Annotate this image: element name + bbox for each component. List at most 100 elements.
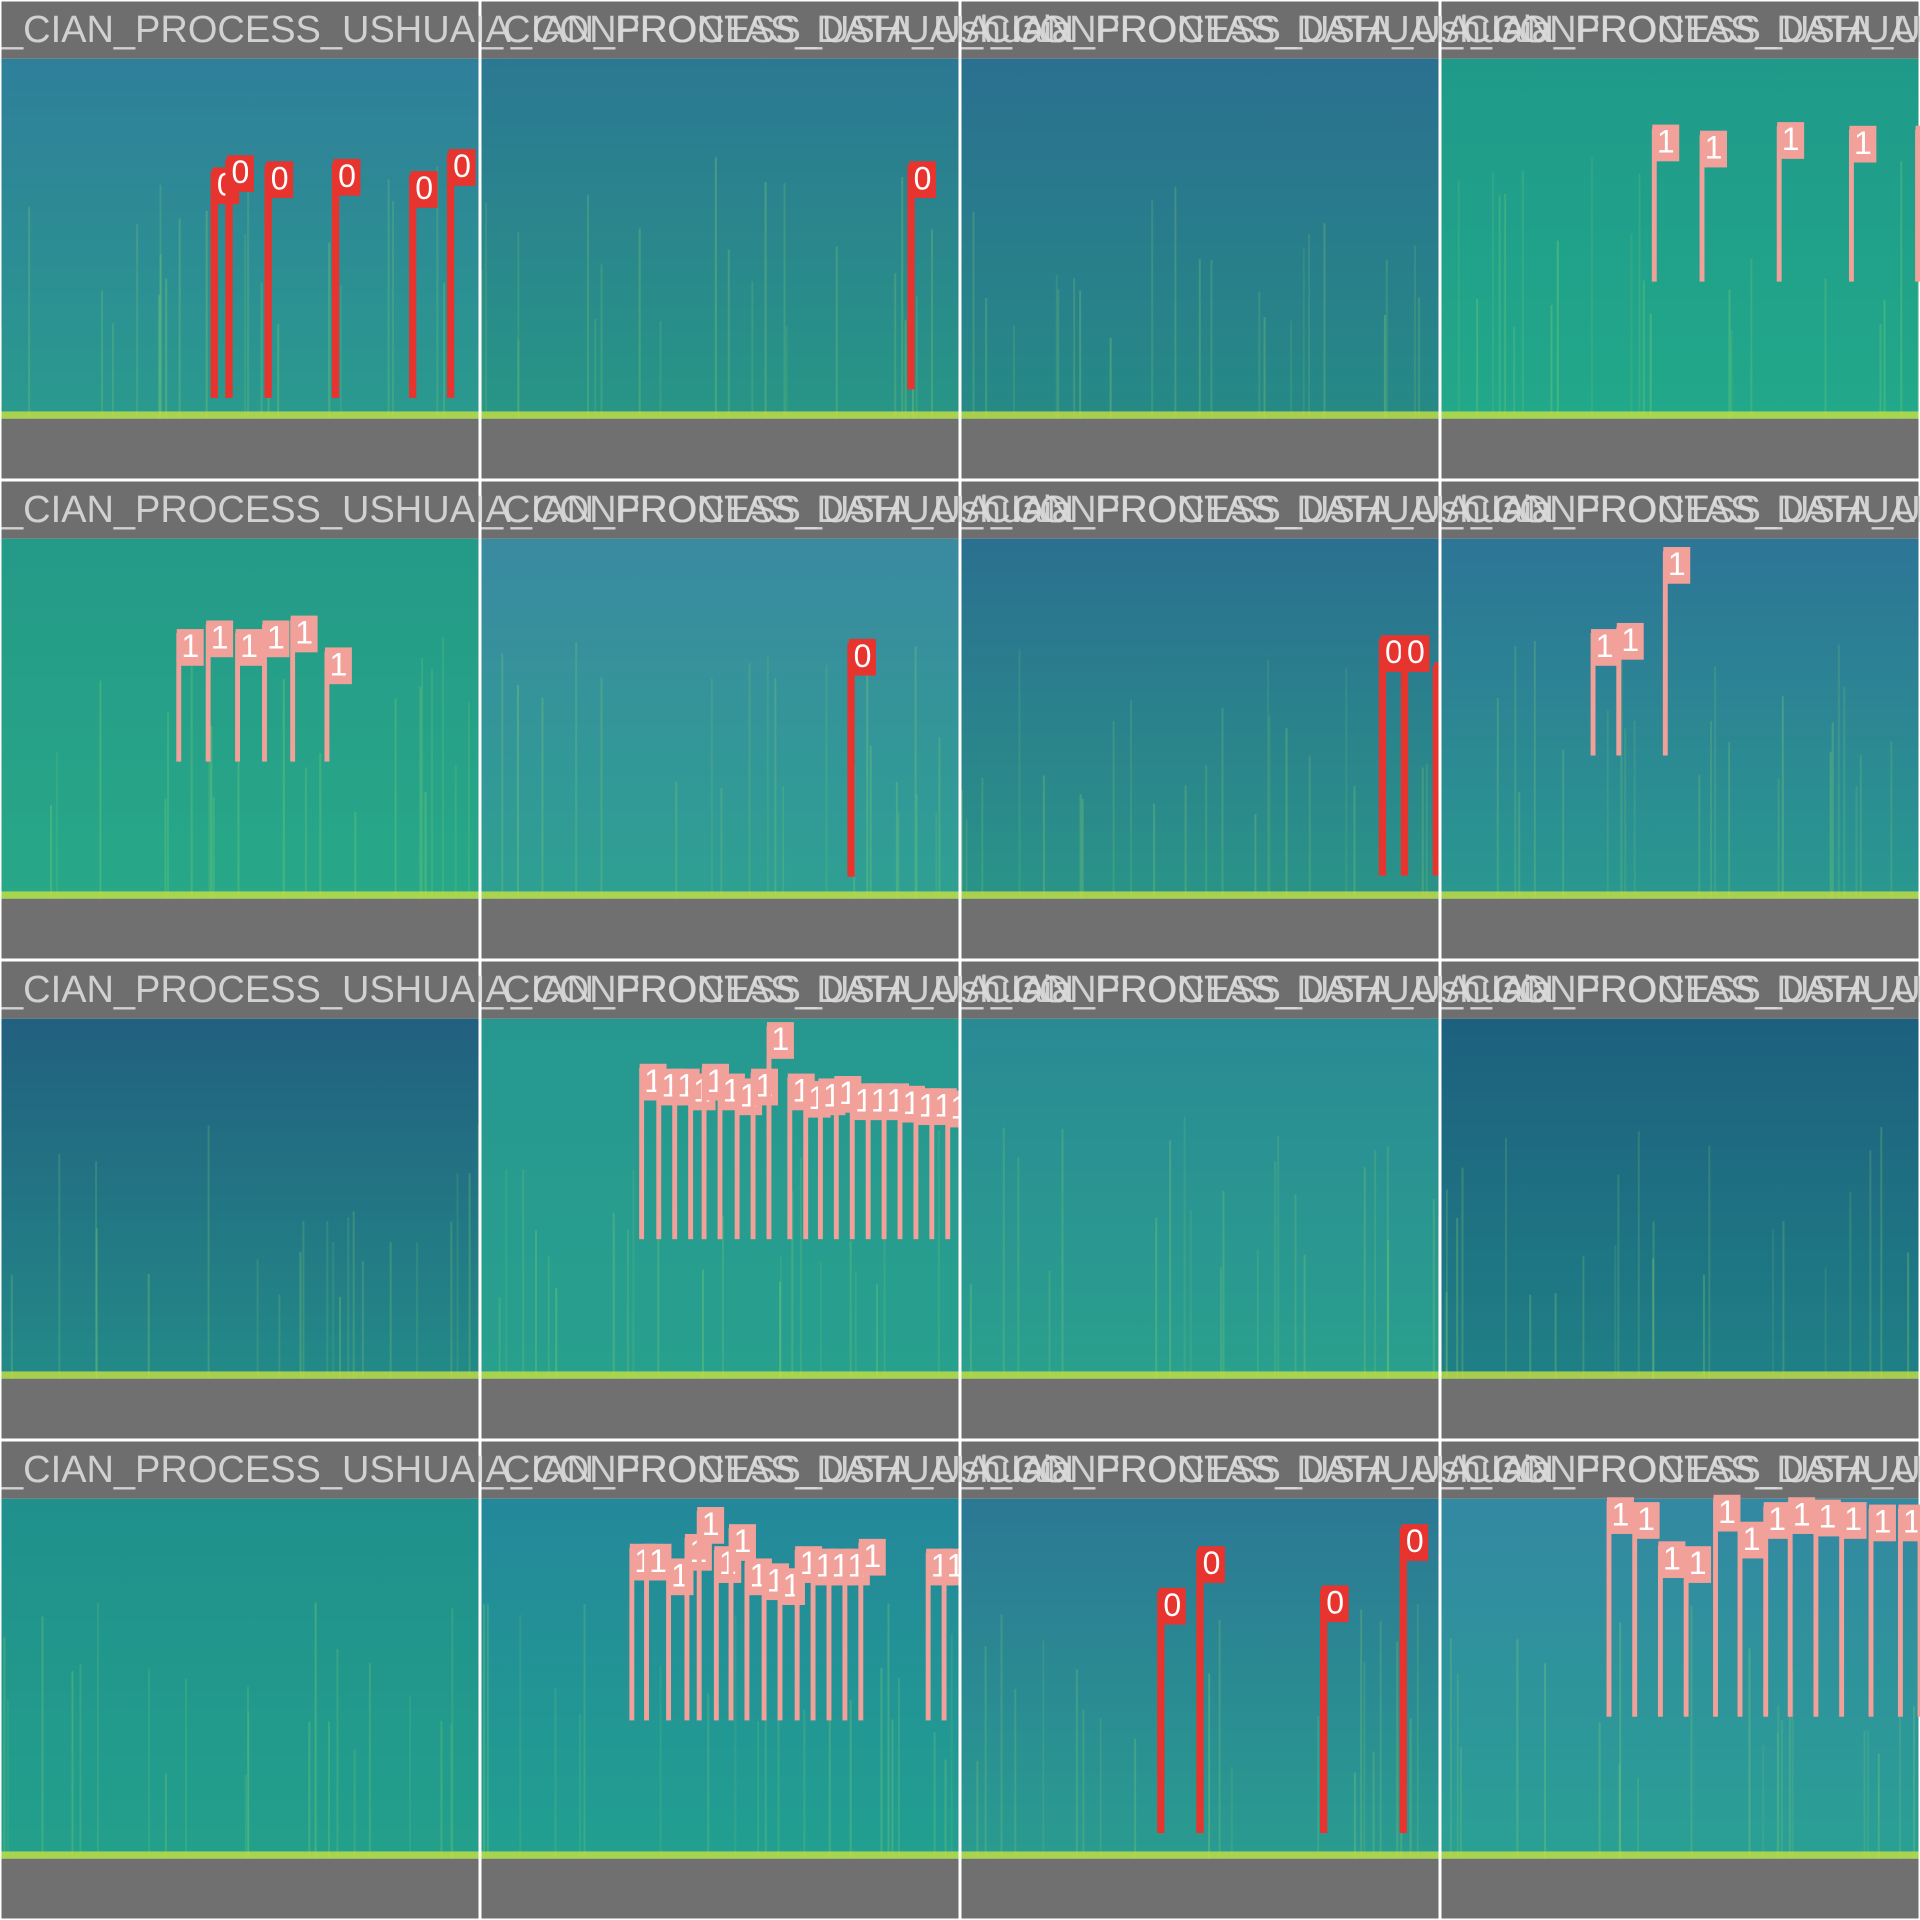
bbox-label: 1 [1621,622,1639,658]
baseline-band [960,1851,1440,1859]
streak [766,655,769,899]
streak [791,1191,794,1379]
streak [1642,280,1645,419]
bbox [913,1092,919,1240]
streak [1285,728,1288,899]
streak [361,1260,364,1379]
tile-title: _CIAN_PROCESS_USHUAIA_CONFRONTAS_DATA_Us… [1,9,1074,51]
baseline-band [0,891,480,899]
streak [456,1173,459,1379]
streak [960,790,963,899]
tile-title: _CIAN_PROCESS_USHUAIA_CONFRONTAS_DATA_Us… [481,489,1554,531]
bbox-label-bg [1616,622,1644,660]
bbox [766,1026,772,1240]
streak [3,1637,6,1859]
streak [1189,1210,1192,1379]
spectrogram [1440,1018,1920,1379]
bbox [1616,626,1622,756]
streak [1883,299,1886,419]
baseline-band [960,1371,1440,1379]
bbox-label-bg [1713,1494,1741,1532]
bbox [1737,1525,1743,1717]
bbox [787,1077,793,1240]
bbox-label: 1 [1854,125,1872,161]
bbox-label-bg [729,1524,756,1561]
streak [165,278,168,419]
streak [1496,697,1499,899]
bbox-label-bg [235,629,263,666]
streak [304,767,307,899]
streak [1831,722,1834,899]
streak [1353,786,1356,899]
bbox [1662,551,1668,756]
streak [1445,1291,1448,1379]
streak [1042,775,1045,899]
streak [1855,786,1858,899]
bbox [1776,126,1782,282]
bbox-label: 1 [1689,1545,1707,1581]
streak [95,1228,98,1379]
bottom-pad [0,1858,480,1920]
streak [707,1693,710,1859]
bbox [262,624,267,762]
streak [1899,1614,1902,1859]
streak [541,697,544,899]
streak [950,1634,953,1859]
streak [1308,234,1311,419]
streak [247,187,250,419]
bbox [842,1552,848,1721]
streak [1317,1715,1320,1859]
bbox-label: 0 [1385,634,1403,670]
streak [208,709,211,899]
bbox-label-bg [1401,1524,1429,1561]
streak [1824,1267,1827,1379]
streak [443,283,446,419]
streak [1879,323,1882,419]
streak [522,1169,525,1379]
streak [1491,172,1494,419]
streak [185,1678,188,1859]
streak [1099,1718,1102,1859]
title-bar [1440,960,1920,1019]
streak [1618,1763,1621,1859]
streak [190,640,193,899]
streak [1374,1149,1377,1379]
streak [278,1294,281,1379]
bbox-label-bg [1915,125,1920,163]
streak [1880,1126,1883,1379]
streak [1867,1730,1870,1859]
streak [1396,1641,1399,1859]
streak [368,1663,371,1859]
streak [421,658,424,899]
streak [1048,1270,1051,1379]
streak [935,812,938,899]
bbox [803,1084,809,1240]
streak [111,323,114,419]
streak [675,782,678,899]
streak [554,1688,557,1859]
streak [659,320,662,419]
streak [803,1709,806,1859]
streak [1917,170,1920,419]
streak [517,339,520,419]
title-bar [1440,1440,1920,1499]
bbox [1897,1508,1903,1717]
streak [1218,1619,1221,1859]
bbox [1683,1550,1689,1717]
streak [1620,653,1623,899]
bbox-label-bg [324,647,352,685]
bbox-label: 1 [1668,546,1686,582]
tile: 000 [958,478,1462,962]
streak [1303,1254,1306,1379]
streak [1153,803,1156,899]
streak [1353,1772,1356,1859]
bbox [1699,134,1705,282]
bbox-label: 1 [181,628,199,664]
streak [579,1713,582,1859]
streak [1750,258,1753,419]
tile: 0 [478,0,962,482]
bbox [666,1562,672,1721]
baseline-band [1440,891,1920,899]
